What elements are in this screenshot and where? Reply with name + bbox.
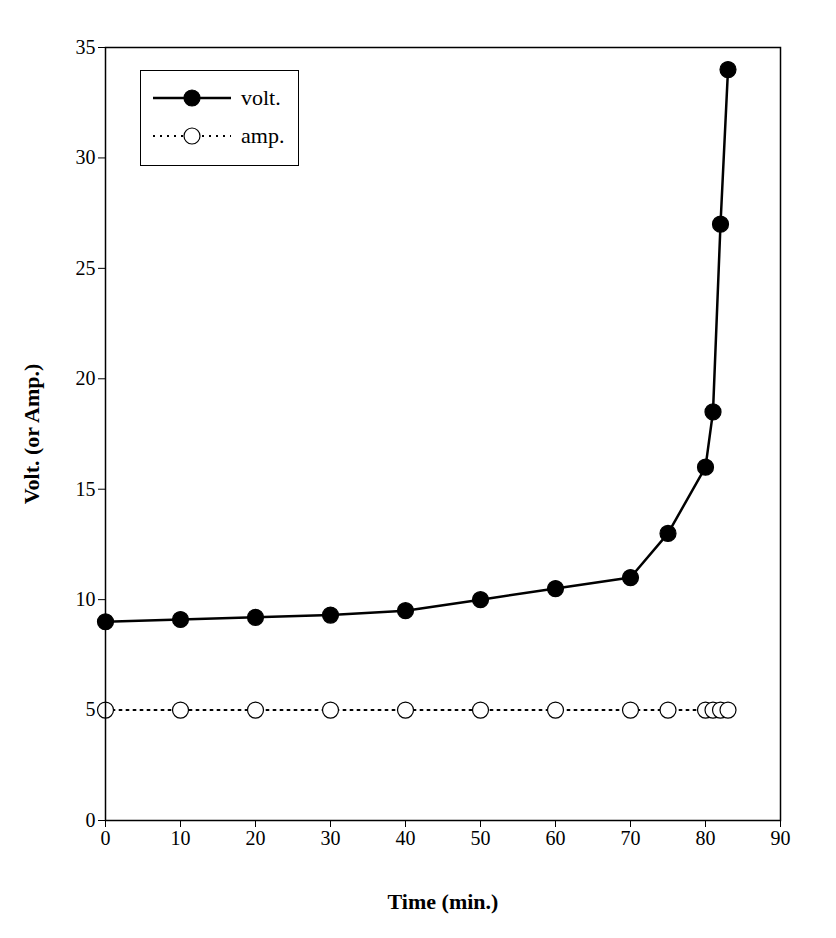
svg-text:10: 10 bbox=[171, 827, 191, 849]
svg-text:20: 20 bbox=[76, 367, 96, 389]
svg-text:10: 10 bbox=[76, 588, 96, 610]
svg-text:35: 35 bbox=[76, 36, 96, 58]
svg-text:20: 20 bbox=[246, 827, 266, 849]
svg-text:Time (min.): Time (min.) bbox=[388, 889, 499, 914]
svg-text:25: 25 bbox=[76, 257, 96, 279]
svg-text:50: 50 bbox=[471, 827, 491, 849]
svg-text:0: 0 bbox=[86, 809, 96, 831]
svg-text:90: 90 bbox=[771, 827, 791, 849]
svg-text:30: 30 bbox=[321, 827, 341, 849]
svg-text:0: 0 bbox=[101, 827, 111, 849]
svg-text:80: 80 bbox=[696, 827, 716, 849]
svg-text:40: 40 bbox=[396, 827, 416, 849]
html-text:amp.: amp. bbox=[241, 123, 285, 148]
svg-text:70: 70 bbox=[621, 827, 641, 849]
svg-text:Volt. (or Amp.): Volt. (or Amp.) bbox=[19, 364, 44, 505]
html-text:volt.: volt. bbox=[241, 85, 281, 110]
svg-text:30: 30 bbox=[76, 146, 96, 168]
svg-text:60: 60 bbox=[546, 827, 566, 849]
svg-text:15: 15 bbox=[76, 478, 96, 500]
svg-text:5: 5 bbox=[86, 698, 96, 720]
